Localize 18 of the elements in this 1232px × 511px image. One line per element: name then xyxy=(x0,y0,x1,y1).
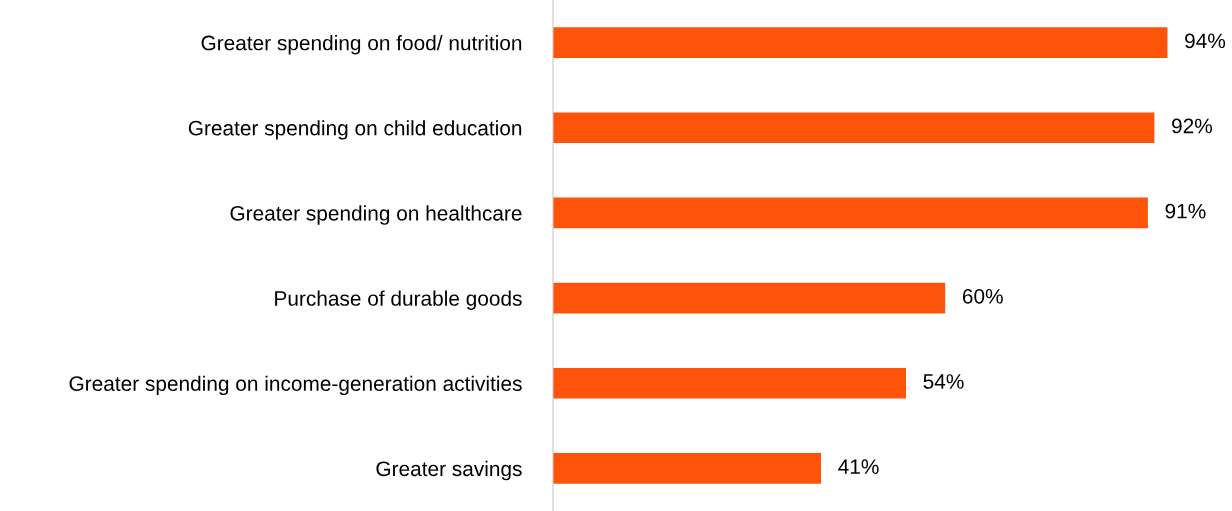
y-tick-label: Greater savings xyxy=(376,460,522,481)
bar xyxy=(553,197,1148,229)
data-label: 54% xyxy=(923,374,964,389)
y-tick-label: Purchase of durable goods xyxy=(275,290,522,310)
data-label: 91% xyxy=(1165,203,1206,219)
y-tick-label: Greater spending on healthcare xyxy=(230,205,522,225)
bar xyxy=(553,453,822,484)
data-label: 94% xyxy=(1185,33,1226,49)
data-label: 60% xyxy=(962,288,1003,304)
bar xyxy=(553,27,1168,58)
bar xyxy=(553,367,906,399)
data-label: 92% xyxy=(1172,118,1213,134)
y-tick-label: Greater spending on income-generation activities xyxy=(69,375,522,396)
bar xyxy=(553,112,1155,144)
data-label: 41% xyxy=(838,459,879,474)
y-tick-label: Greater spending on food/ nutrition xyxy=(201,35,522,55)
y-tick-label: Greater spending on child education xyxy=(188,120,522,140)
bar xyxy=(553,282,946,314)
